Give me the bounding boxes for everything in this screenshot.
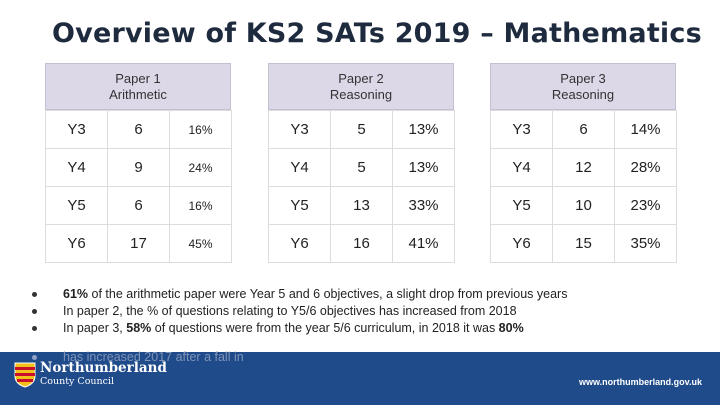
year-cell: Y6 bbox=[268, 224, 331, 263]
list-item: has increased 2017 after a fall in bbox=[32, 350, 432, 364]
table-row: Y5 13 33% bbox=[268, 186, 455, 225]
year-cell: Y6 bbox=[490, 224, 553, 263]
list-item: In paper 3, 58% of questions were from t… bbox=[32, 320, 712, 337]
website-link[interactable]: www.northumberland.gov.uk bbox=[578, 377, 702, 387]
table-row: Y6 16 41% bbox=[268, 224, 455, 263]
table-row: Y4 5 13% bbox=[268, 148, 455, 187]
bullet-body: In paper 2, the % of questions relating … bbox=[63, 304, 517, 318]
bullet-highlight: 80% bbox=[498, 321, 524, 335]
percent-cell: 35% bbox=[614, 224, 677, 263]
count-cell: 9 bbox=[107, 148, 170, 187]
paper-2-table: Y3 5 13% Y4 5 13% Y5 13 33% Y6 16 41% bbox=[268, 110, 455, 263]
council-logo: Northumberland County Council bbox=[14, 360, 167, 388]
count-cell: 16 bbox=[330, 224, 393, 263]
org-subtitle: County Council bbox=[40, 376, 115, 387]
year-cell: Y4 bbox=[268, 148, 331, 187]
percent-cell: 13% bbox=[392, 110, 455, 149]
crest-icon bbox=[14, 362, 36, 388]
percent-cell: 23% bbox=[614, 186, 677, 225]
count-cell: 6 bbox=[107, 110, 170, 149]
paper-3-table: Y3 6 14% Y4 12 28% Y5 10 23% Y6 15 35% bbox=[490, 110, 677, 263]
percent-cell: 14% bbox=[614, 110, 677, 149]
year-cell: Y4 bbox=[490, 148, 553, 187]
paper-2-header: Paper 2 Reasoning bbox=[268, 63, 454, 110]
count-cell: 12 bbox=[552, 148, 615, 187]
percent-cell: 24% bbox=[169, 148, 232, 187]
table-row: Y4 12 28% bbox=[490, 148, 677, 187]
org-name: Northumberland bbox=[40, 360, 167, 376]
list-item: In paper 2, the % of questions relating … bbox=[32, 303, 712, 320]
table-row: Y6 17 45% bbox=[45, 224, 232, 263]
percent-cell: 45% bbox=[169, 224, 232, 263]
percent-cell: 28% bbox=[614, 148, 677, 187]
summary-bullets: 61% of the arithmetic paper were Year 5 … bbox=[32, 286, 712, 337]
paper-3-title: Paper 3 bbox=[560, 70, 606, 86]
count-cell: 17 bbox=[107, 224, 170, 263]
year-cell: Y5 bbox=[45, 186, 108, 225]
bullet-icon bbox=[32, 292, 37, 297]
table-row: Y5 10 23% bbox=[490, 186, 677, 225]
paper-2-subtitle: Reasoning bbox=[329, 86, 393, 102]
count-cell: 5 bbox=[330, 148, 393, 187]
paper-3-subtitle: Reasoning bbox=[551, 86, 615, 102]
footer-bar bbox=[0, 352, 720, 405]
percent-cell: 13% bbox=[392, 148, 455, 187]
bullet-icon bbox=[32, 309, 37, 314]
bullet-text: 61% of the arithmetic paper were Year 5 … bbox=[63, 286, 567, 303]
count-cell: 5 bbox=[330, 110, 393, 149]
page-title: Overview of KS2 SATs 2019 – Mathematics bbox=[52, 18, 702, 49]
year-cell: Y3 bbox=[45, 110, 108, 149]
paper-1-header: Paper 1 Arithmetic bbox=[45, 63, 231, 110]
year-cell: Y6 bbox=[45, 224, 108, 263]
table-row: Y3 5 13% bbox=[268, 110, 455, 149]
percent-cell: 41% bbox=[392, 224, 455, 263]
paper-3-header: Paper 3 Reasoning bbox=[490, 63, 676, 110]
bullet-icon bbox=[32, 354, 37, 360]
bullet-body: has increased 2017 after a fall in bbox=[63, 350, 244, 364]
bullet-icon bbox=[32, 326, 37, 331]
bullet-highlight: 61% bbox=[63, 287, 89, 301]
count-cell: 13 bbox=[330, 186, 393, 225]
percent-cell: 33% bbox=[392, 186, 455, 225]
paper-1-table: Y3 6 16% Y4 9 24% Y5 6 16% Y6 17 45% bbox=[45, 110, 232, 263]
count-cell: 15 bbox=[552, 224, 615, 263]
paper-1-subtitle: Arithmetic bbox=[109, 86, 167, 102]
bullet-body: of the arithmetic paper were Year 5 and … bbox=[88, 287, 568, 301]
percent-cell: 16% bbox=[169, 110, 232, 149]
count-cell: 6 bbox=[552, 110, 615, 149]
year-cell: Y5 bbox=[268, 186, 331, 225]
bullet-body: of questions were from the year 5/6 curr… bbox=[151, 321, 499, 335]
list-item: 61% of the arithmetic paper were Year 5 … bbox=[32, 286, 712, 303]
bullet-text: In paper 3, 58% of questions were from t… bbox=[63, 320, 524, 337]
table-row: Y4 9 24% bbox=[45, 148, 232, 187]
count-cell: 6 bbox=[107, 186, 170, 225]
table-row: Y5 6 16% bbox=[45, 186, 232, 225]
paper-2-title: Paper 2 bbox=[338, 70, 384, 86]
percent-cell: 16% bbox=[169, 186, 232, 225]
table-row: Y3 6 14% bbox=[490, 110, 677, 149]
paper-1-title: Paper 1 bbox=[115, 70, 161, 86]
bullet-highlight: 58% bbox=[126, 321, 152, 335]
year-cell: Y4 bbox=[45, 148, 108, 187]
year-cell: Y3 bbox=[268, 110, 331, 149]
bullet-body: In paper 3, bbox=[63, 321, 127, 335]
year-cell: Y5 bbox=[490, 186, 553, 225]
year-cell: Y3 bbox=[490, 110, 553, 149]
table-row: Y6 15 35% bbox=[490, 224, 677, 263]
count-cell: 10 bbox=[552, 186, 615, 225]
table-row: Y3 6 16% bbox=[45, 110, 232, 149]
